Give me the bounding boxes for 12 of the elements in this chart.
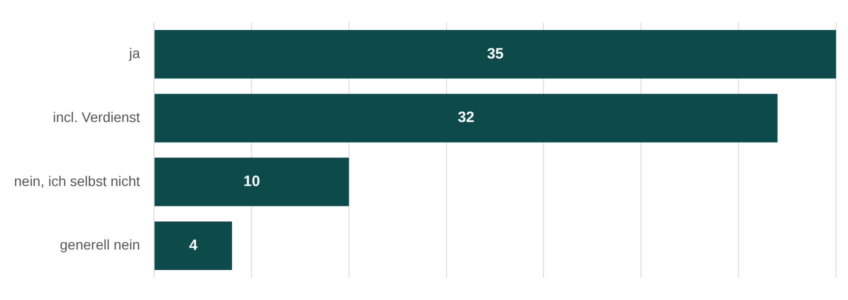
- data-label: 10: [243, 173, 260, 190]
- data-label: 32: [458, 109, 474, 126]
- bar: [154, 94, 778, 142]
- y-tick-label: nein, ich selbst nicht: [14, 172, 140, 189]
- y-tick-label: ja: [128, 45, 140, 62]
- data-label: 35: [486, 45, 504, 62]
- bar: [154, 158, 349, 206]
- data-label: 4: [189, 236, 198, 254]
- y-tick-label: incl. Verdienst: [52, 108, 140, 125]
- y-tick-label: generell nein: [60, 236, 140, 253]
- bar: [154, 30, 836, 79]
- bar: [154, 221, 232, 270]
